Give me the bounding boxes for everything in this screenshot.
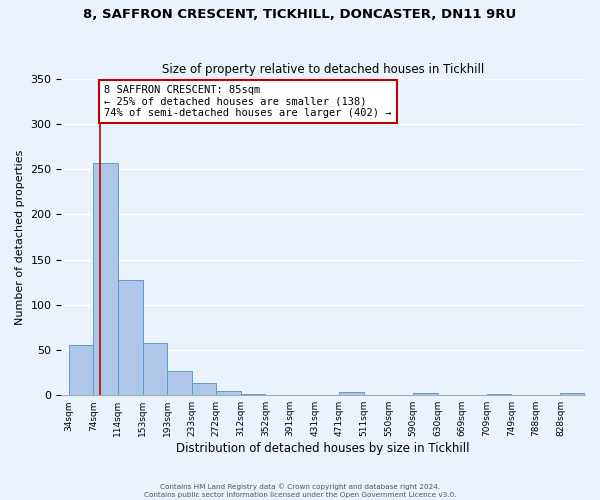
Bar [94, 162, 118, 395]
Bar [216, 390, 241, 395]
Bar [191, 384, 216, 395]
Bar [487, 394, 511, 395]
Text: Contains HM Land Registry data © Crown copyright and database right 2024.
Contai: Contains HM Land Registry data © Crown c… [144, 484, 456, 498]
Y-axis label: Number of detached properties: Number of detached properties [15, 149, 25, 324]
Bar [143, 342, 167, 395]
Text: 8, SAFFRON CRESCENT, TICKHILL, DONCASTER, DN11 9RU: 8, SAFFRON CRESCENT, TICKHILL, DONCASTER… [83, 8, 517, 20]
Bar [413, 394, 437, 395]
Bar [241, 394, 265, 395]
Bar [118, 280, 143, 395]
Bar [69, 346, 94, 395]
Bar [560, 394, 585, 395]
Title: Size of property relative to detached houses in Tickhill: Size of property relative to detached ho… [162, 63, 484, 76]
Text: 8 SAFFRON CRESCENT: 85sqm
← 25% of detached houses are smaller (138)
74% of semi: 8 SAFFRON CRESCENT: 85sqm ← 25% of detac… [104, 85, 391, 118]
Bar [339, 392, 364, 395]
X-axis label: Distribution of detached houses by size in Tickhill: Distribution of detached houses by size … [176, 442, 470, 455]
Bar [167, 371, 191, 395]
